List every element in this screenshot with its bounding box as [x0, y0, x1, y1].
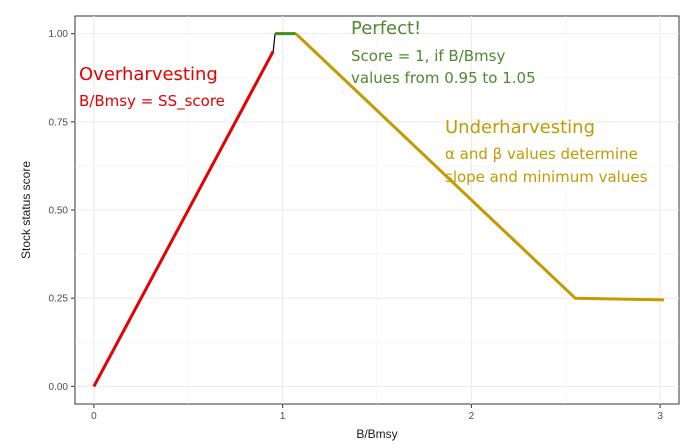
annotation-text: Score = 1, if B/Bmsy	[351, 47, 505, 65]
annotation-perfect: Perfect! Score = 1, if B/Bmsy values fro…	[351, 18, 536, 87]
y-tick-label: 0.25	[49, 294, 69, 305]
series-line	[294, 32, 664, 302]
annotation-text: α and β values determine	[445, 145, 638, 163]
annotation-title: Overharvesting	[79, 64, 218, 85]
annotation-text: values from 0.95 to 1.05	[351, 69, 536, 87]
annotation-title: Perfect!	[351, 18, 421, 39]
series-line	[272, 33, 276, 52]
annotation-text: B/Bmsy = SS_score	[79, 92, 225, 111]
x-tick-label: 3	[657, 411, 663, 422]
y-tick-label: 1.00	[49, 29, 69, 40]
series-line	[92, 50, 275, 388]
y-axis-title: Stock status score	[19, 161, 33, 259]
y-tick-label: 0.00	[49, 382, 69, 393]
annotation-text: slope and minimum values	[445, 168, 648, 186]
x-tick-label: 0	[91, 411, 97, 422]
annotation-underharvesting: Underharvesting α and β values determine…	[445, 117, 648, 186]
x-tick-label: 2	[469, 411, 475, 422]
axis-ticks: 0 1 2 3 0.00 0.25 0.50 0.75 1.00	[49, 29, 664, 422]
grid	[75, 16, 679, 404]
annotation-overharvesting: Overharvesting B/Bmsy = SS_score	[79, 64, 225, 111]
series	[92, 32, 664, 388]
x-tick-label: 1	[280, 411, 286, 422]
annotation-title: Underharvesting	[445, 117, 595, 138]
x-axis-title: B/Bmsy	[356, 427, 397, 441]
y-tick-label: 0.75	[49, 117, 69, 128]
y-tick-label: 0.50	[49, 206, 69, 217]
